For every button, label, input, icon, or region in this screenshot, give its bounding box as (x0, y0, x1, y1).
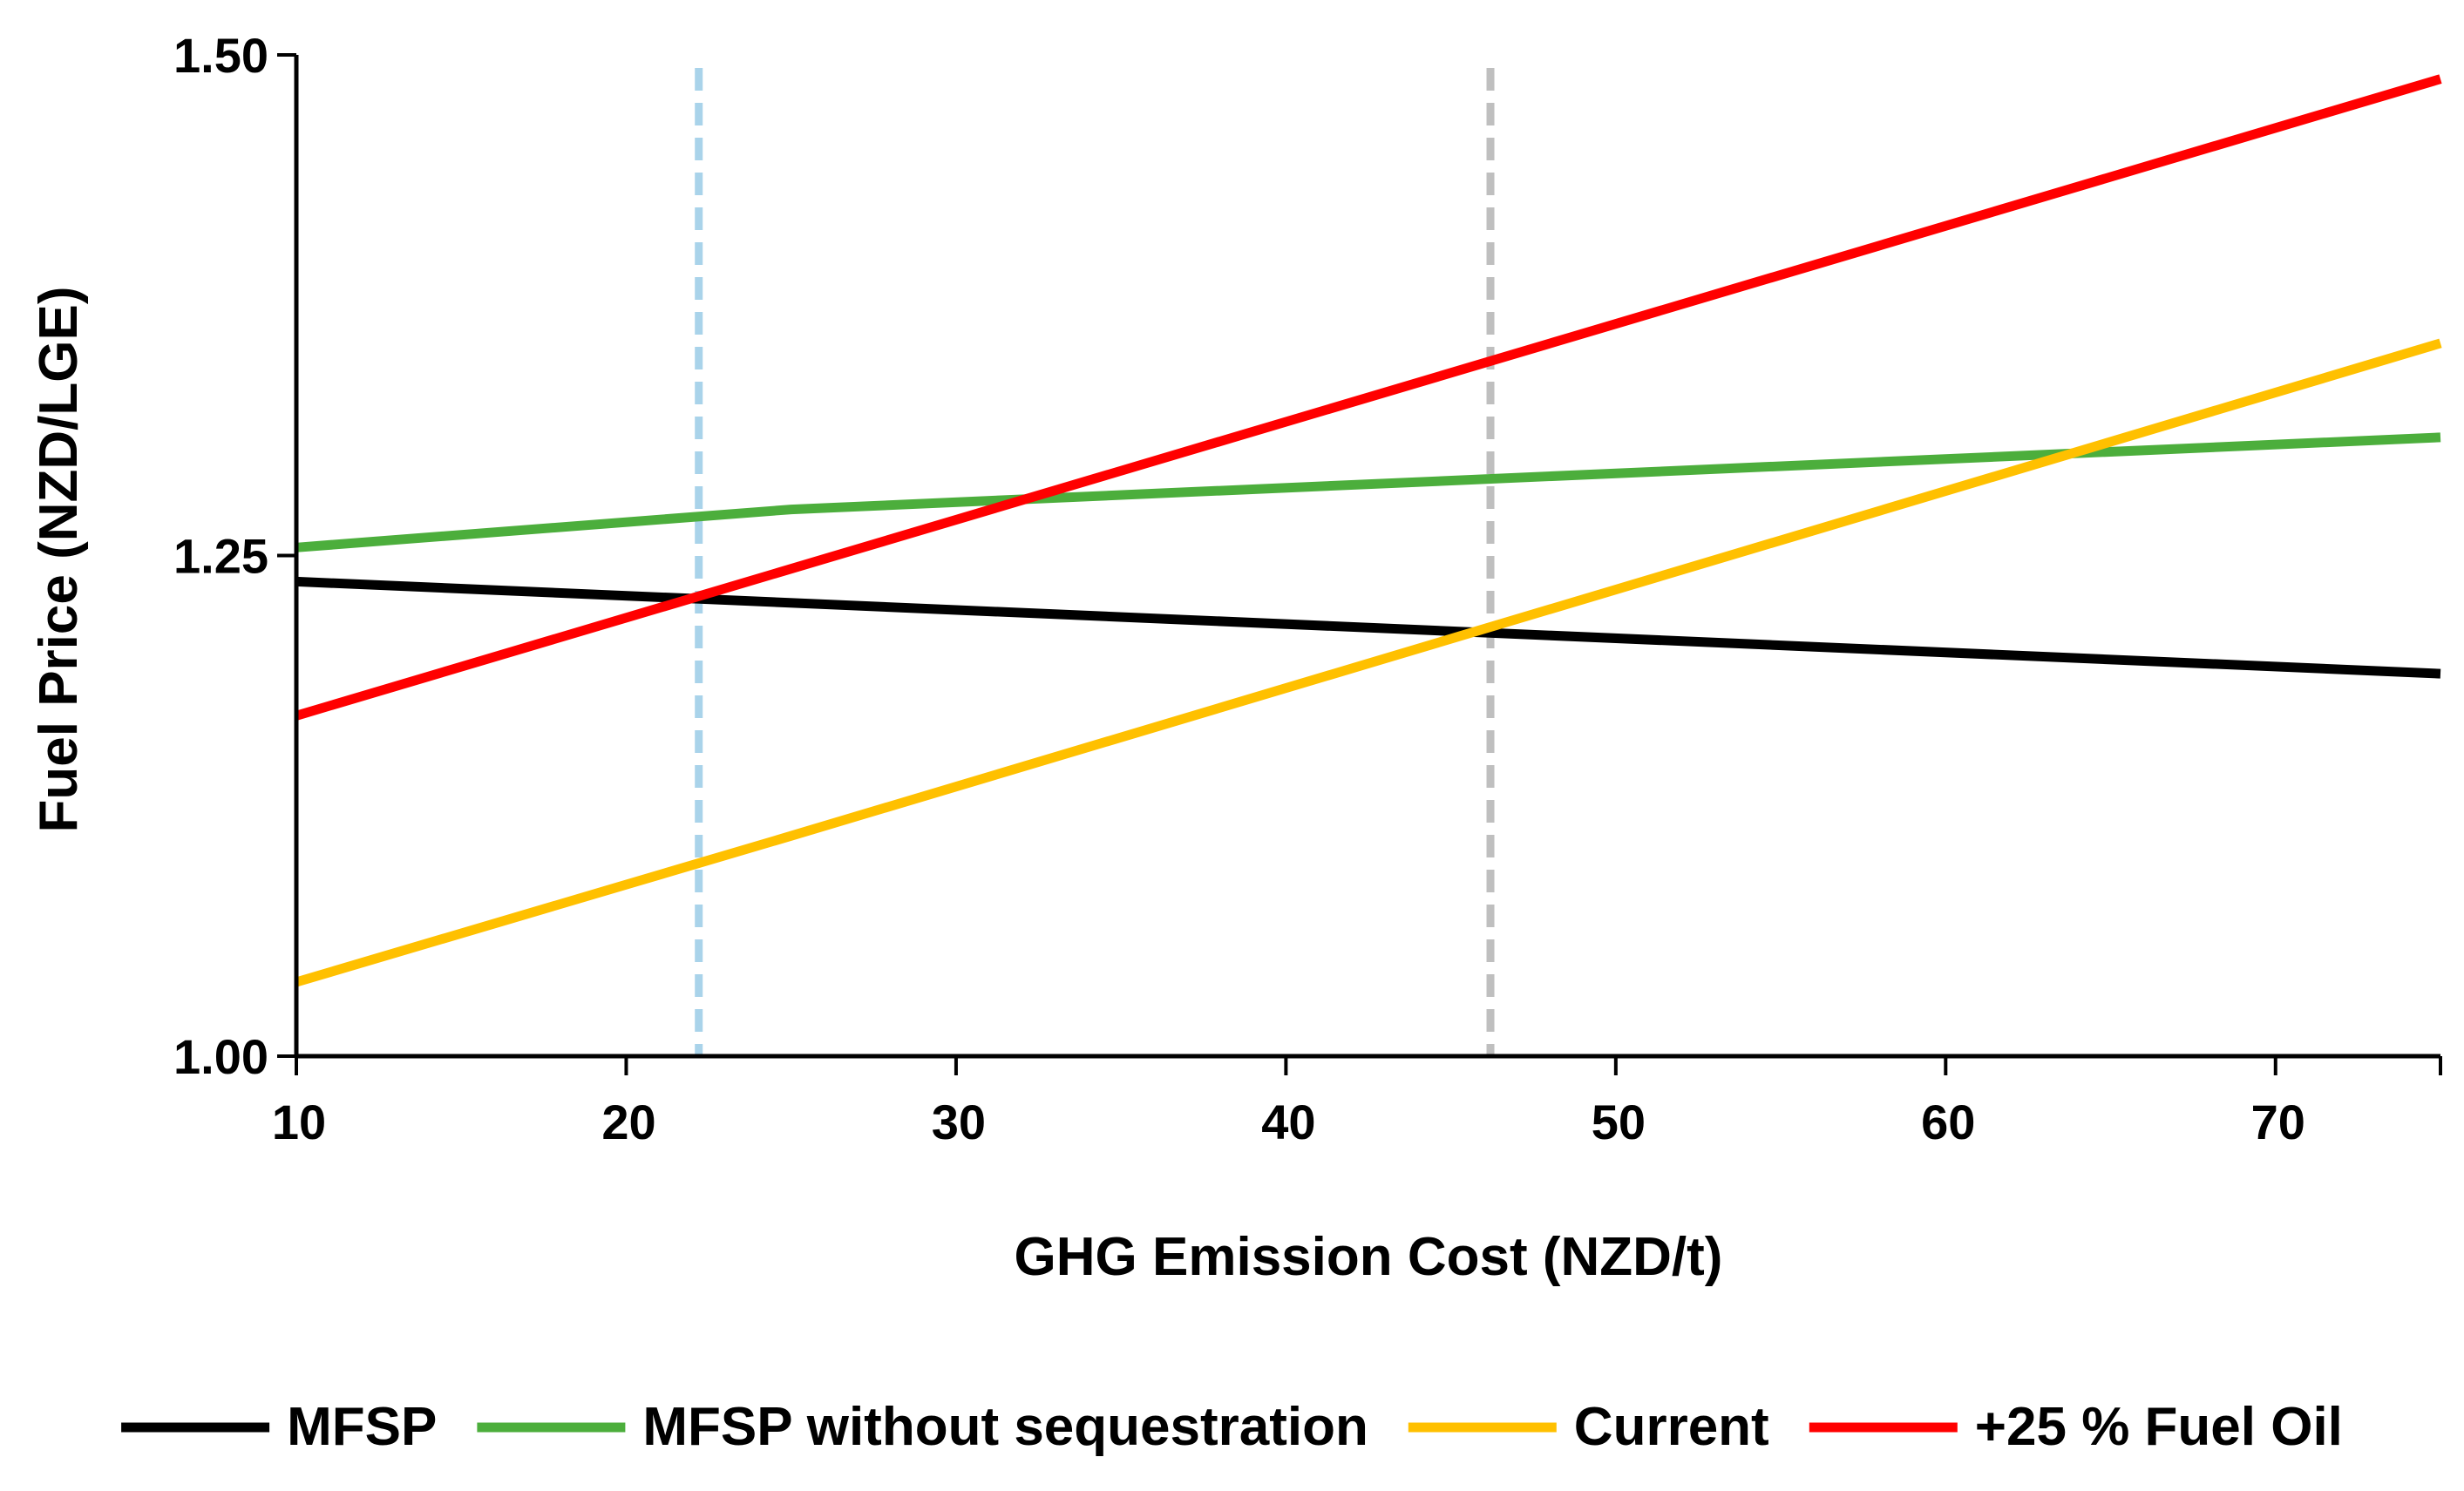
axes (277, 53, 2442, 1075)
x-tick-label: 70 (2251, 1095, 2305, 1149)
legend: MFSP MFSP without sequestration Current +25… (121, 1397, 2343, 1457)
tick-labels: 10 20 30 40 50 60 70 1.00 1.25 1.50 (173, 28, 2305, 1149)
y-tick-label: 1.50 (173, 28, 268, 83)
legend-item: MFSP (121, 1397, 437, 1457)
legend-label: MFSP without sequestration (642, 1397, 1368, 1457)
y-tick-label: 1.00 (173, 1029, 268, 1084)
legend-item: +25 % Fuel Oil (1809, 1397, 2343, 1457)
series-line-mfsp-without-sequestration (295, 432, 2441, 552)
legend-item: Current (1408, 1397, 1769, 1457)
x-tick-label: 10 (272, 1095, 326, 1149)
x-tick-label: 60 (1921, 1095, 1975, 1149)
legend-label: Current (1574, 1397, 1769, 1457)
x-tick-label: 20 (601, 1095, 655, 1149)
series-lines (295, 74, 2442, 987)
reference-lines (695, 68, 1495, 1056)
series-line-25-fuel-oil (295, 74, 2442, 721)
y-axis-title: Fuel Price (NZD/LGE) (29, 287, 89, 833)
legend-label: MFSP (287, 1397, 437, 1457)
x-axis-title: GHG Emission Cost (NZD/t) (1015, 1227, 1723, 1287)
y-tick-label: 1.25 (173, 529, 268, 584)
legend-label: +25 % Fuel Oil (1975, 1397, 2343, 1457)
x-tick-label: 30 (932, 1095, 986, 1149)
x-tick-label: 40 (1261, 1095, 1315, 1149)
x-tick-label: 50 (1592, 1095, 1646, 1149)
series-line-current (295, 338, 2442, 987)
series-line-mfsp (295, 576, 2441, 679)
legend-item: MFSP without sequestration (477, 1397, 1368, 1457)
